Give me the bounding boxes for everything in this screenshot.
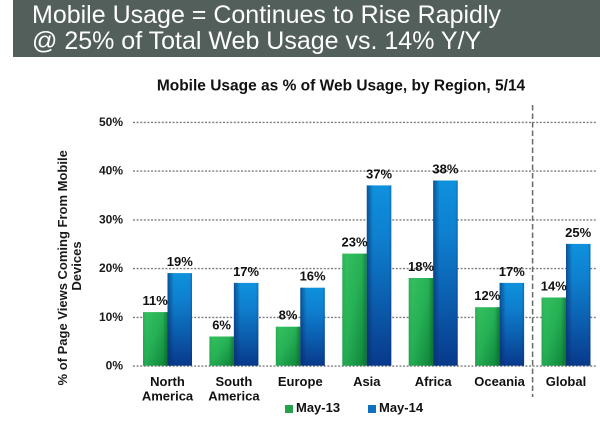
svg-text:11%: 11% [143,293,169,308]
svg-text:May-14: May-14 [379,400,424,415]
svg-text:20%: 20% [99,261,123,275]
svg-text:10%: 10% [99,310,123,324]
svg-text:19%: 19% [167,254,193,269]
svg-text:Mobile Usage as % of Web Usage: Mobile Usage as % of Web Usage, by Regio… [157,78,526,95]
svg-text:6%: 6% [212,318,231,333]
svg-text:8%: 8% [279,308,298,323]
svg-text:25%: 25% [565,225,591,240]
svg-text:0%: 0% [106,359,124,373]
svg-text:% of Page Views Coming From Mo: % of Page Views Coming From Mobile Devic… [55,147,84,386]
svg-text:40%: 40% [99,164,123,178]
svg-text:50%: 50% [99,115,123,129]
svg-text:Global: Global [546,374,586,389]
svg-text:16%: 16% [300,269,326,284]
svg-text:17%: 17% [233,264,259,279]
svg-text:14%: 14% [541,279,567,294]
svg-text:Africa: Africa [415,374,453,389]
svg-text:May-13: May-13 [296,400,340,415]
svg-text:17%: 17% [499,264,525,279]
svg-text:23%: 23% [341,235,367,250]
svg-text:Oceania: Oceania [474,374,525,389]
svg-text:37%: 37% [366,166,392,181]
svg-text:12%: 12% [474,288,500,303]
svg-text:Europe: Europe [278,374,323,389]
svg-text:30%: 30% [99,213,123,227]
svg-text:Asia: Asia [353,374,381,389]
svg-text:18%: 18% [408,259,434,274]
svg-text:38%: 38% [432,162,458,177]
